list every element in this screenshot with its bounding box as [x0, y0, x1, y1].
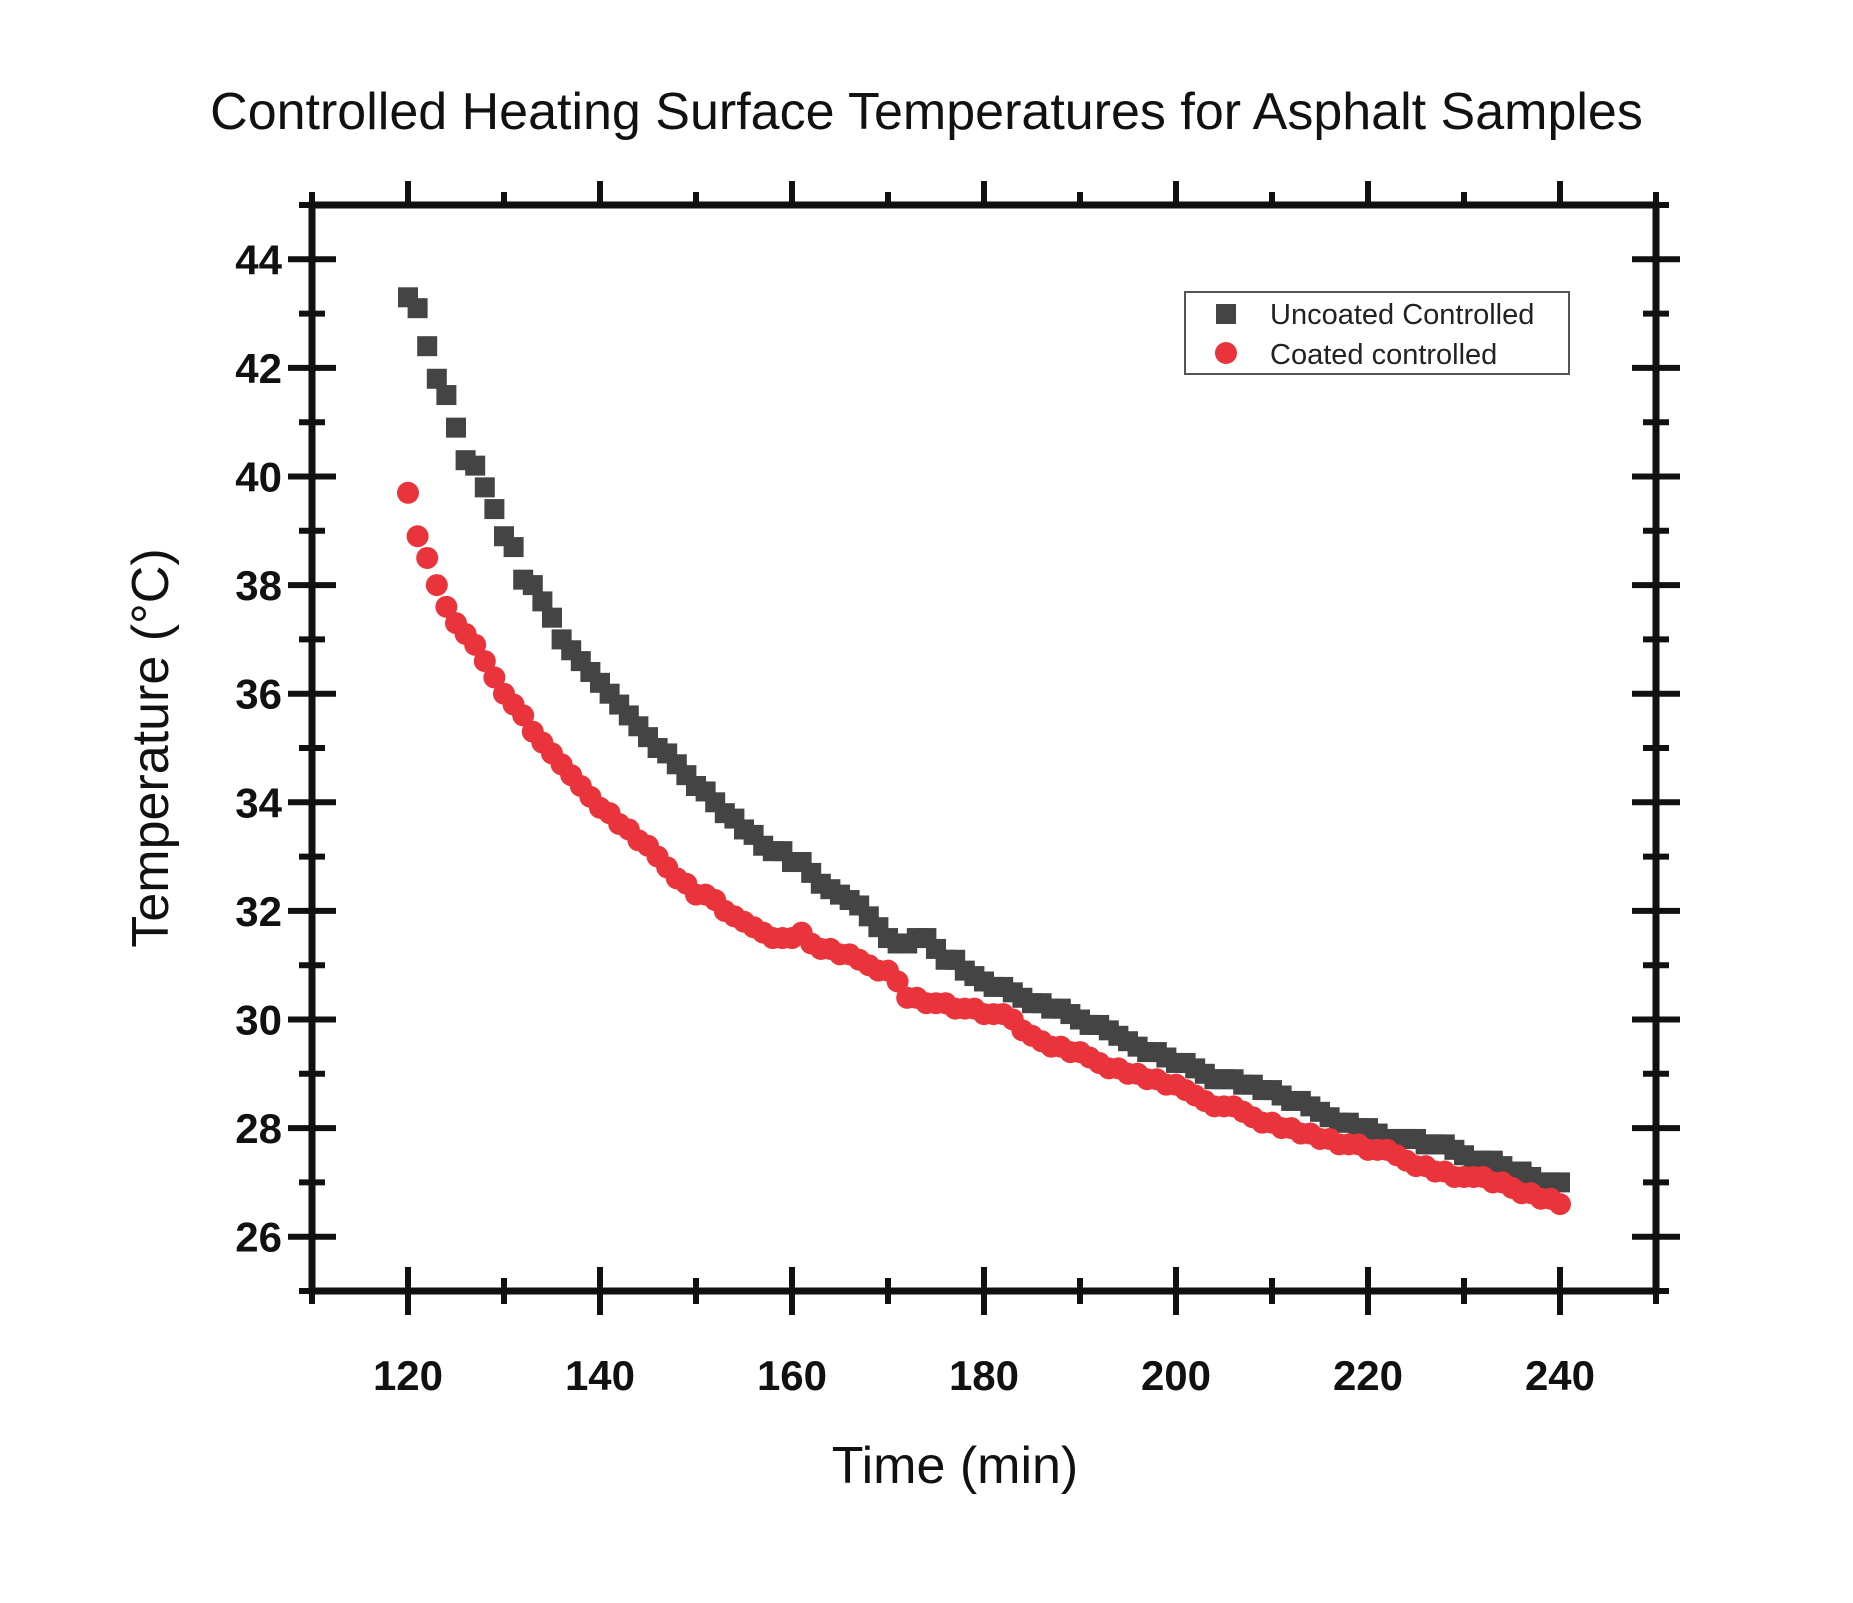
y-tick-label: 44: [235, 236, 282, 283]
y-tick-label: 26: [235, 1214, 282, 1261]
data-point-uncoated: [532, 591, 553, 612]
data-point-coated: [512, 704, 535, 727]
data-point-uncoated: [407, 298, 428, 319]
x-tick-label: 200: [1141, 1352, 1211, 1399]
series-uncoated: [398, 287, 1570, 1193]
legend-box: [1184, 291, 1570, 375]
data-point-coated: [886, 970, 909, 993]
data-point-coated: [416, 546, 439, 569]
data-point-uncoated: [1550, 1172, 1570, 1193]
x-tick-label: 120: [373, 1352, 443, 1399]
data-point-coated: [464, 633, 487, 656]
y-tick-label: 28: [235, 1105, 282, 1152]
legend: Uncoated Controlled Coated controlled: [1184, 291, 1570, 375]
y-tick-label: 34: [235, 779, 282, 826]
legend-label-uncoated: Uncoated Controlled: [1270, 299, 1534, 331]
data-point-uncoated: [474, 477, 495, 498]
legend-marker-uncoated: [1216, 304, 1236, 324]
x-tick-label: 240: [1525, 1352, 1595, 1399]
x-tick-label: 180: [949, 1352, 1019, 1399]
data-point-coated: [425, 574, 448, 597]
data-point-coated: [397, 481, 419, 504]
y-tick-label: 40: [235, 454, 282, 501]
y-tick-label: 36: [235, 671, 282, 718]
data-point-uncoated: [522, 575, 543, 596]
legend-marker-coated: [1215, 342, 1237, 364]
data-point-uncoated: [542, 607, 562, 628]
data-point-coated: [406, 525, 429, 548]
data-point-coated: [435, 595, 458, 618]
series-coated: [397, 481, 1571, 1216]
x-tick-label: 160: [757, 1352, 827, 1399]
data-point-uncoated: [436, 385, 457, 406]
chart-title: Controlled Heating Surface Temperatures …: [210, 83, 1643, 141]
data-point-uncoated: [465, 455, 486, 476]
data-point-coated: [483, 666, 506, 689]
y-tick-label: 30: [235, 997, 282, 1044]
x-tick-label: 220: [1333, 1352, 1403, 1399]
y-axis-label: Temperature (°C): [122, 548, 180, 947]
data-point-uncoated: [426, 368, 447, 389]
labels-layer: Time (min) Temperature (°C): [122, 548, 1078, 1495]
series-layer: [397, 287, 1571, 1216]
data-point-coated: [1549, 1193, 1571, 1216]
x-tick-label: 140: [565, 1352, 635, 1399]
data-point-uncoated: [446, 417, 466, 438]
data-point-uncoated: [503, 537, 524, 558]
legend-label-coated: Coated controlled: [1270, 339, 1497, 371]
data-point-uncoated: [484, 499, 505, 520]
data-point-uncoated: [417, 336, 438, 357]
y-tick-label: 32: [235, 888, 282, 935]
ticks-layer: 120 140 160 180 200 220 240 26 28 30 32 34 36 38 40 42 4…: [235, 181, 1680, 1399]
x-axis-label: Time (min): [832, 1437, 1079, 1495]
y-tick-label: 42: [235, 345, 282, 392]
data-point-coated: [473, 650, 496, 673]
y-tick-label: 38: [235, 562, 282, 609]
